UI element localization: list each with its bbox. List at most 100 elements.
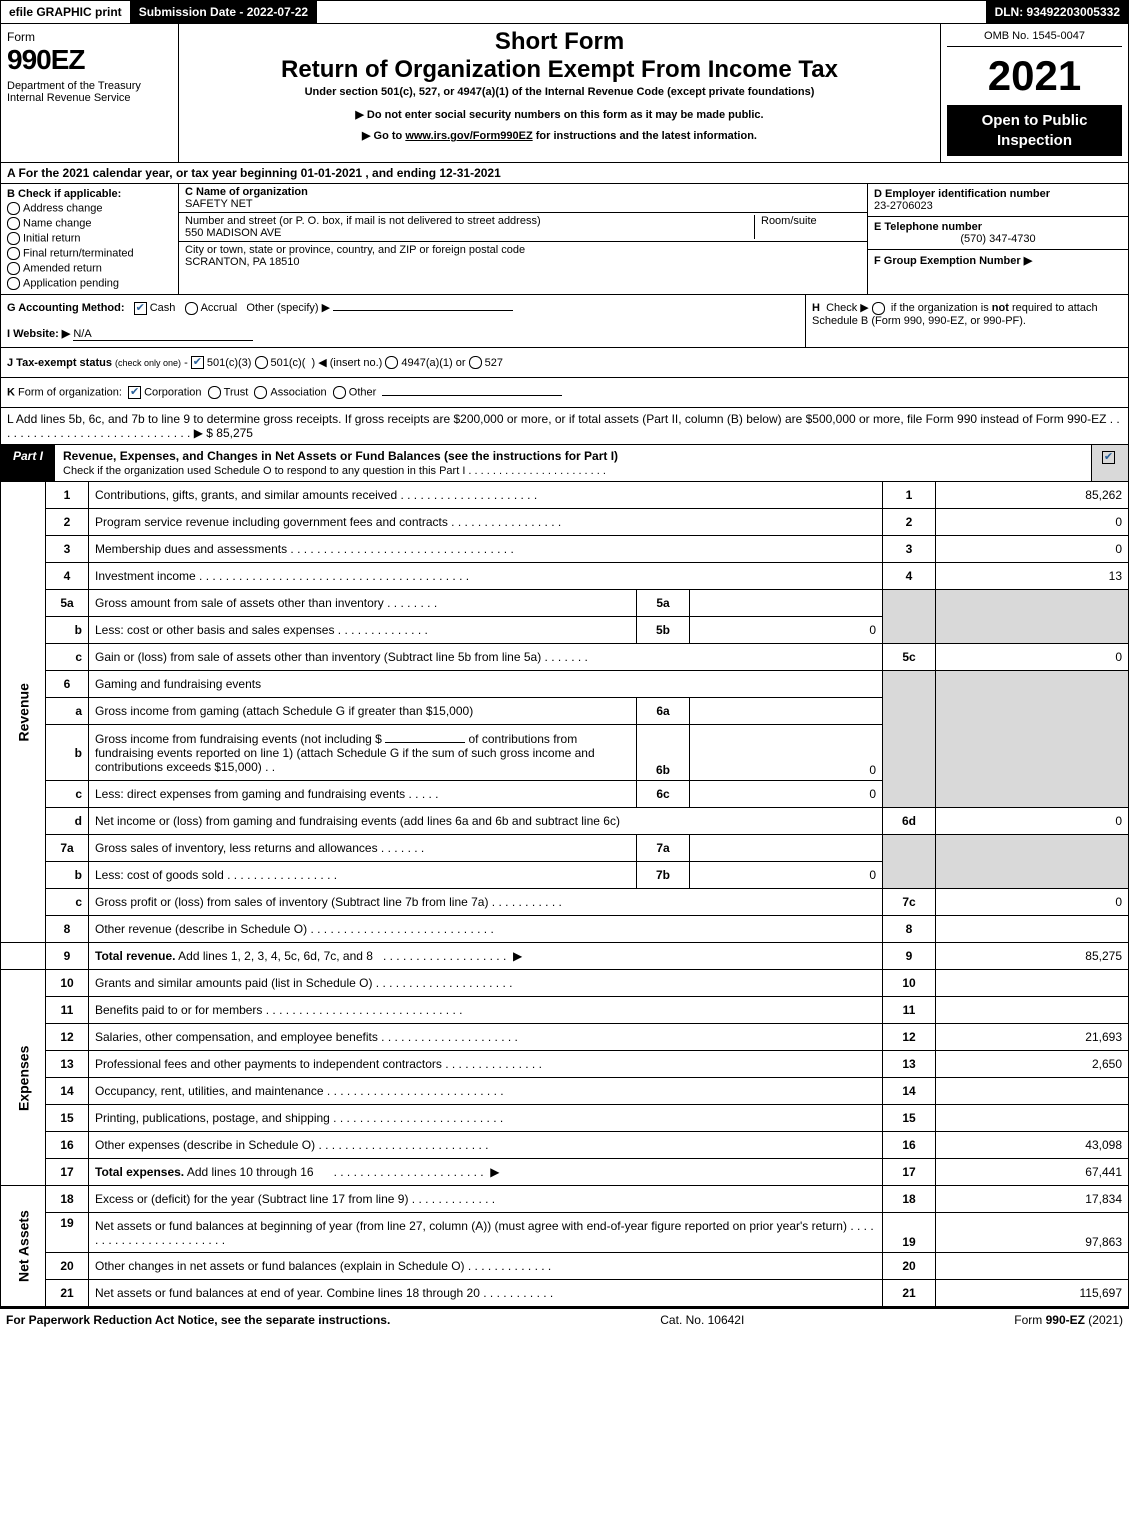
org-name-label: C Name of organization [185, 186, 861, 198]
line-18-rnum: 18 [883, 1186, 936, 1213]
section-i: I Website: ▶ N/A [7, 327, 799, 341]
line-7a-num: 7a [46, 835, 89, 862]
footer-center: Cat. No. 10642I [660, 1313, 744, 1327]
line-2-val: 0 [936, 509, 1129, 536]
note2-pre: ▶ Go to [362, 130, 405, 142]
omb-number: OMB No. 1545-0047 [947, 30, 1122, 47]
line-6a-sublbl: 6a [637, 698, 690, 725]
line-7a-subval [690, 835, 883, 862]
line-7a-sublbl: 7a [637, 835, 690, 862]
line-19-rnum: 19 [883, 1213, 936, 1253]
open-to-public: Open to Public Inspection [947, 105, 1122, 156]
chk-name-change[interactable]: Name change [7, 217, 172, 230]
phone-value: (570) 347-4730 [874, 233, 1122, 245]
line-6c-subval: 0 [690, 781, 883, 808]
form-990ez-page: efile GRAPHIC print Submission Date - 20… [0, 0, 1129, 1331]
tax-year: 2021 [947, 55, 1122, 97]
chk-address-change[interactable]: Address change [7, 202, 172, 215]
line-7b-desc: Less: cost of goods sold . . . . . . . .… [89, 862, 637, 889]
line-1-val: 85,262 [936, 482, 1129, 509]
part-i-checkbox[interactable] [1091, 445, 1128, 481]
line-6d-num: d [46, 808, 89, 835]
line-17-desc: Total expenses. Add lines 10 through 16 … [89, 1159, 883, 1186]
efile-label: efile GRAPHIC print [1, 1, 131, 23]
line-5c-val: 0 [936, 644, 1129, 671]
chk-501c[interactable] [255, 356, 268, 369]
line-5a-desc: Gross amount from sale of assets other t… [89, 590, 637, 617]
part-i-title: Revenue, Expenses, and Changes in Net As… [55, 445, 1091, 481]
line-17-val: 67,441 [936, 1159, 1129, 1186]
form-header: Form 990EZ Department of the Treasury In… [0, 24, 1129, 163]
header-note-2: ▶ Go to www.irs.gov/Form990EZ for instru… [187, 129, 932, 142]
chk-schedule-b[interactable] [872, 302, 885, 315]
line-7ab-shade-val [936, 835, 1129, 889]
line-6a-num: a [46, 698, 89, 725]
line-7c-num: c [46, 889, 89, 916]
footer-left: For Paperwork Reduction Act Notice, see … [6, 1313, 390, 1327]
section-c: C Name of organization SAFETY NET Number… [179, 184, 868, 294]
chk-trust[interactable] [208, 386, 221, 399]
section-d: D Employer identification number 23-2706… [868, 184, 1128, 217]
chk-4947[interactable] [385, 356, 398, 369]
chk-application-pending[interactable]: Application pending [7, 277, 172, 290]
line-6-desc: Gaming and fundraising events [89, 671, 883, 698]
line-5a-sublbl: 5a [637, 590, 690, 617]
col-gi: G Accounting Method: Cash Accrual Other … [1, 295, 806, 347]
line-20-rnum: 20 [883, 1253, 936, 1280]
accounting-label: G Accounting Method: [7, 302, 125, 314]
chk-amended-return[interactable]: Amended return [7, 262, 172, 275]
submission-date: Submission Date - 2022-07-22 [131, 1, 317, 23]
irs-link[interactable]: www.irs.gov/Form990EZ [405, 130, 532, 142]
line-6b-subval: 0 [690, 725, 883, 781]
line-5c-num: c [46, 644, 89, 671]
line-12-rnum: 12 [883, 1024, 936, 1051]
chk-corporation[interactable] [128, 386, 141, 399]
line-11-val [936, 997, 1129, 1024]
line-15-rnum: 15 [883, 1105, 936, 1132]
line-5c-desc: Gain or (loss) from sale of assets other… [89, 644, 883, 671]
website-label: I Website: ▶ [7, 328, 70, 340]
row-ghi: G Accounting Method: Cash Accrual Other … [0, 295, 1129, 348]
line-3-desc: Membership dues and assessments . . . . … [89, 536, 883, 563]
line-14-rnum: 14 [883, 1078, 936, 1105]
title-subtitle: Under section 501(c), 527, or 4947(a)(1)… [187, 86, 932, 98]
department-label: Department of the Treasury Internal Reve… [7, 80, 172, 104]
line-1-desc: Contributions, gifts, grants, and simila… [89, 482, 883, 509]
title-line-1: Short Form [187, 28, 932, 56]
line-17-num: 17 [46, 1159, 89, 1186]
line-16-desc: Other expenses (describe in Schedule O) … [89, 1132, 883, 1159]
chk-other-org[interactable] [333, 386, 346, 399]
chk-initial-return[interactable]: Initial return [7, 232, 172, 245]
section-j: J Tax-exempt status (check only one) - 5… [0, 348, 1129, 379]
line-3-num: 3 [46, 536, 89, 563]
line-9-rnum: 9 [883, 943, 936, 970]
chk-final-return[interactable]: Final return/terminated [7, 247, 172, 260]
top-bar: efile GRAPHIC print Submission Date - 20… [0, 0, 1129, 24]
line-7a-desc: Gross sales of inventory, less returns a… [89, 835, 637, 862]
line-10-rnum: 10 [883, 970, 936, 997]
line-1-rnum: 1 [883, 482, 936, 509]
line-6a-subval [690, 698, 883, 725]
line-19-num: 19 [46, 1213, 89, 1253]
line-7b-sublbl: 7b [637, 862, 690, 889]
line-7b-num: b [46, 862, 89, 889]
line-14-num: 14 [46, 1078, 89, 1105]
chk-501c3[interactable] [191, 356, 204, 369]
line-9-desc: Total revenue. Add lines 1, 2, 3, 4, 5c,… [89, 943, 883, 970]
line-20-val [936, 1253, 1129, 1280]
line-5a-subval [690, 590, 883, 617]
line-12-desc: Salaries, other compensation, and employ… [89, 1024, 883, 1051]
chk-cash[interactable] [134, 302, 147, 315]
line-6c-sublbl: 6c [637, 781, 690, 808]
chk-527[interactable] [469, 356, 482, 369]
line-14-val [936, 1078, 1129, 1105]
line-2-rnum: 2 [883, 509, 936, 536]
line-6d-desc: Net income or (loss) from gaming and fun… [89, 808, 883, 835]
header-left: Form 990EZ Department of the Treasury In… [1, 24, 179, 162]
line-6d-val: 0 [936, 808, 1129, 835]
line-5b-subval: 0 [690, 617, 883, 644]
chk-accrual[interactable] [185, 302, 198, 315]
chk-association[interactable] [254, 386, 267, 399]
line-6c-desc: Less: direct expenses from gaming and fu… [89, 781, 637, 808]
line-7c-desc: Gross profit or (loss) from sales of inv… [89, 889, 883, 916]
